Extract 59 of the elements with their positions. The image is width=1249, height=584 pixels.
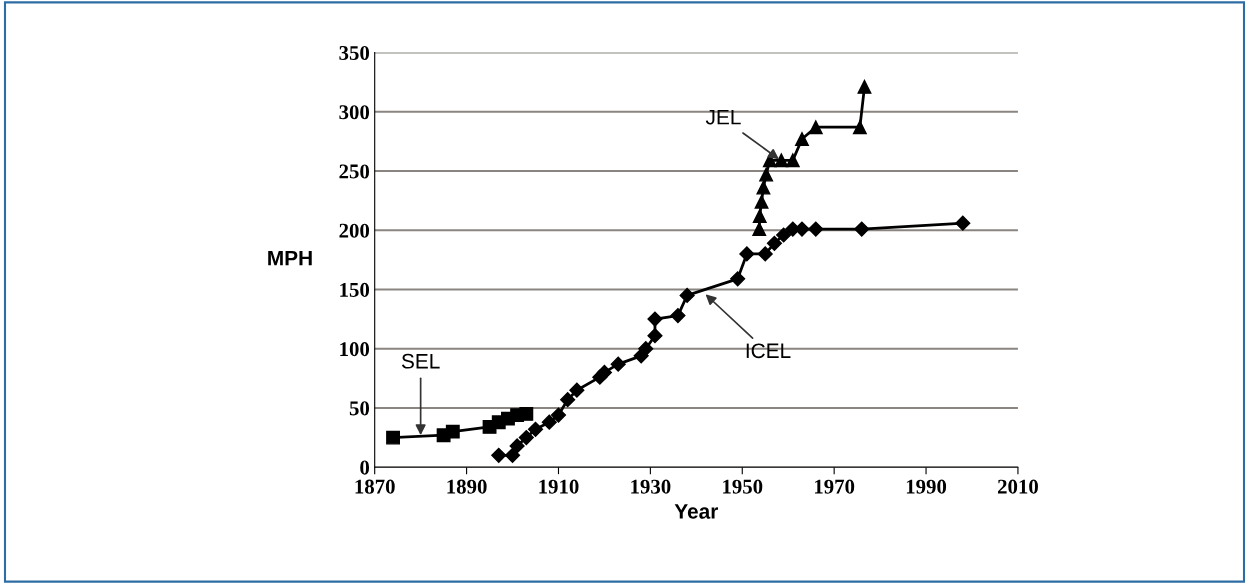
x-tick-label: 1990 (906, 479, 947, 494)
y-tick-label: 250 (339, 164, 370, 179)
x-tick-label: 1890 (447, 479, 487, 494)
point (679, 287, 695, 303)
point (519, 406, 534, 421)
point (776, 227, 792, 243)
point (730, 271, 746, 287)
point (795, 132, 809, 146)
point (647, 328, 663, 344)
x-tick-label: 1950 (723, 479, 763, 494)
point (445, 424, 460, 439)
y-tick-label: 200 (339, 223, 370, 238)
point (550, 407, 567, 423)
y-tick-label: 50 (349, 401, 370, 416)
annotation: SEL (401, 353, 440, 369)
point (569, 382, 585, 398)
y-tick-label: 350 (339, 45, 370, 60)
point (754, 194, 769, 209)
x-axis-title: Year (674, 504, 719, 519)
point (857, 79, 872, 94)
point (670, 307, 686, 324)
x-tick-label: 1970 (814, 479, 855, 494)
point (852, 120, 867, 135)
point (739, 246, 755, 262)
point (541, 414, 557, 430)
point (386, 430, 401, 445)
y-tick-label: 0 (360, 460, 370, 475)
point (509, 438, 525, 454)
x-tick-label: 1870 (355, 479, 395, 494)
point (518, 430, 534, 446)
point (610, 356, 626, 372)
x-tick-label: 1910 (539, 479, 579, 494)
point (808, 221, 824, 237)
point (596, 364, 612, 380)
annotation: JEL (705, 109, 741, 125)
point (504, 447, 521, 463)
x-tick-label: 1930 (631, 479, 671, 494)
point (491, 447, 507, 463)
y-tick-label: 300 (339, 105, 370, 120)
point (560, 392, 576, 408)
y-axis-title: MPH (268, 250, 312, 266)
point (766, 235, 782, 251)
point (785, 153, 800, 168)
point (757, 246, 773, 262)
y-tick-label: 100 (340, 342, 370, 357)
point (854, 221, 870, 237)
point (759, 167, 774, 182)
point (774, 153, 789, 168)
point (638, 341, 654, 357)
annotation: ICEL (746, 343, 791, 359)
point (647, 311, 663, 327)
x-tick-label: 2010 (997, 479, 1038, 494)
point (955, 215, 971, 231)
point (756, 180, 771, 195)
point (527, 421, 544, 437)
point (808, 120, 823, 135)
point (752, 209, 767, 223)
y-tick-label: 150 (340, 282, 370, 297)
point (752, 222, 767, 237)
